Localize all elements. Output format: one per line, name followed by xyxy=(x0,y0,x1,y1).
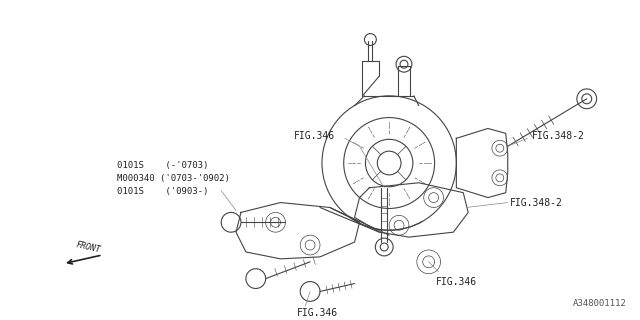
Text: M000340 ('0703-'0902): M000340 ('0703-'0902) xyxy=(118,174,230,183)
Text: 0101S    ('0903-): 0101S ('0903-) xyxy=(118,187,209,196)
Text: FIG.346: FIG.346 xyxy=(294,131,335,141)
Text: FIG.346: FIG.346 xyxy=(297,308,339,318)
Text: FIG.346: FIG.346 xyxy=(436,276,477,287)
Text: FRONT: FRONT xyxy=(75,241,101,255)
Text: A348001112: A348001112 xyxy=(573,299,627,308)
Text: 0101S    (-'0703): 0101S (-'0703) xyxy=(118,162,209,171)
Text: FIG.348-2: FIG.348-2 xyxy=(531,131,584,141)
Text: FIG.348-2: FIG.348-2 xyxy=(509,197,563,208)
